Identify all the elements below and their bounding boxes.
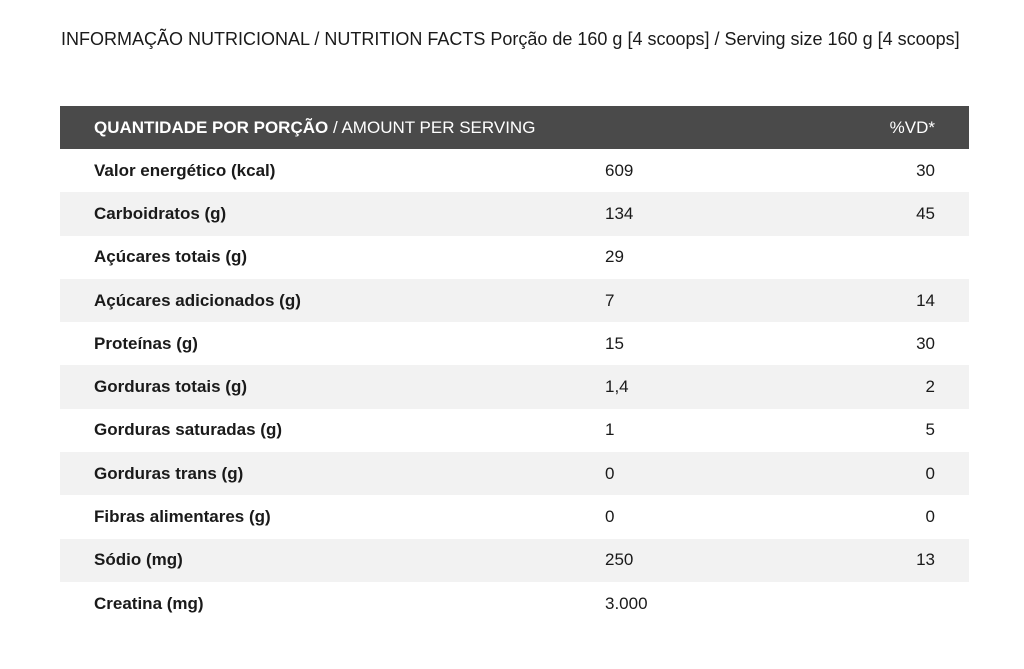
- nutrient-daily-value: 0: [925, 507, 935, 527]
- nutrient-amount: 29: [605, 247, 624, 267]
- nutrient-daily-value: 5: [925, 420, 935, 440]
- table-row: Carboidratos (g) 134 45: [60, 192, 969, 236]
- nutrient-name: Gorduras trans (g): [94, 463, 244, 483]
- nutrient-amount: 134: [605, 203, 634, 223]
- table-row: Sódio (mg) 250 13: [60, 538, 969, 582]
- table-row: Açúcares adicionados (g) 7 14: [60, 278, 969, 323]
- table-header-row: QUANTIDADE POR PORÇÃO / AMOUNT PER SERVI…: [60, 106, 969, 149]
- nutrient-name: Valor energético (kcal): [94, 160, 276, 180]
- column-header-quantity-en: / AMOUNT PER SERVING: [328, 117, 536, 137]
- nutrient-daily-value: 2: [925, 377, 935, 397]
- nutrient-daily-value: 0: [925, 463, 935, 483]
- nutrient-daily-value: [787, 236, 969, 279]
- column-header-daily-value: %VD*: [889, 117, 935, 137]
- nutrient-daily-value: 45: [916, 203, 935, 223]
- nutrient-amount: 1,4: [605, 377, 629, 397]
- nutrient-amount: 0: [605, 507, 615, 527]
- column-header-amount: [605, 106, 787, 149]
- nutrient-amount: 0: [605, 463, 615, 483]
- nutrient-daily-value: 14: [916, 290, 935, 310]
- table-row: Gorduras saturadas (g) 1 5: [60, 409, 969, 452]
- nutrient-name: Proteínas (g): [94, 333, 198, 353]
- table-row: Açúcares totais (g) 29: [60, 236, 969, 279]
- nutrient-name: Fibras alimentares (g): [94, 507, 271, 527]
- table-row: Gorduras trans (g) 0 0: [60, 452, 969, 496]
- nutrient-name: Gorduras saturadas (g): [94, 420, 282, 440]
- nutrient-daily-value: 13: [916, 550, 935, 570]
- column-header-quantity-pt: QUANTIDADE POR PORÇÃO: [94, 117, 329, 137]
- nutrient-daily-value: [787, 582, 969, 625]
- nutrition-table: QUANTIDADE POR PORÇÃO / AMOUNT PER SERVI…: [60, 106, 969, 625]
- nutrient-daily-value: 30: [916, 160, 935, 180]
- table-row: Gorduras totais (g) 1,4 2: [60, 365, 969, 409]
- nutrient-amount: 3.000: [605, 593, 648, 613]
- nutrition-facts-title: INFORMAÇÃO NUTRICIONAL / NUTRITION FACTS…: [61, 29, 960, 49]
- nutrient-name: Creatina (mg): [94, 593, 204, 613]
- nutrient-amount: 609: [605, 160, 634, 180]
- nutrient-name: Carboidratos (g): [94, 203, 227, 223]
- nutrient-amount: 15: [605, 333, 624, 353]
- table-row: Proteínas (g) 15 30: [60, 322, 969, 365]
- nutrient-name: Gorduras totais (g): [94, 377, 248, 397]
- nutrient-amount: 7: [605, 290, 615, 310]
- nutrient-daily-value: 30: [916, 333, 935, 353]
- column-header-quantity: QUANTIDADE POR PORÇÃO / AMOUNT PER SERVI…: [60, 106, 605, 149]
- table-row: Valor energético (kcal) 609 30: [60, 149, 969, 192]
- nutrient-amount: 1: [605, 420, 615, 440]
- nutrient-name: Sódio (mg): [94, 550, 183, 570]
- nutrient-name: Açúcares totais (g): [94, 247, 248, 267]
- nutrient-amount: 250: [605, 550, 634, 570]
- nutrition-table-head: QUANTIDADE POR PORÇÃO / AMOUNT PER SERVI…: [60, 106, 969, 149]
- table-row: Fibras alimentares (g) 0 0: [60, 495, 969, 538]
- nutrition-table-body: Valor energético (kcal) 609 30 Carboidra…: [60, 149, 969, 625]
- nutrient-name: Açúcares adicionados (g): [94, 290, 301, 310]
- table-row: Creatina (mg) 3.000: [60, 582, 969, 625]
